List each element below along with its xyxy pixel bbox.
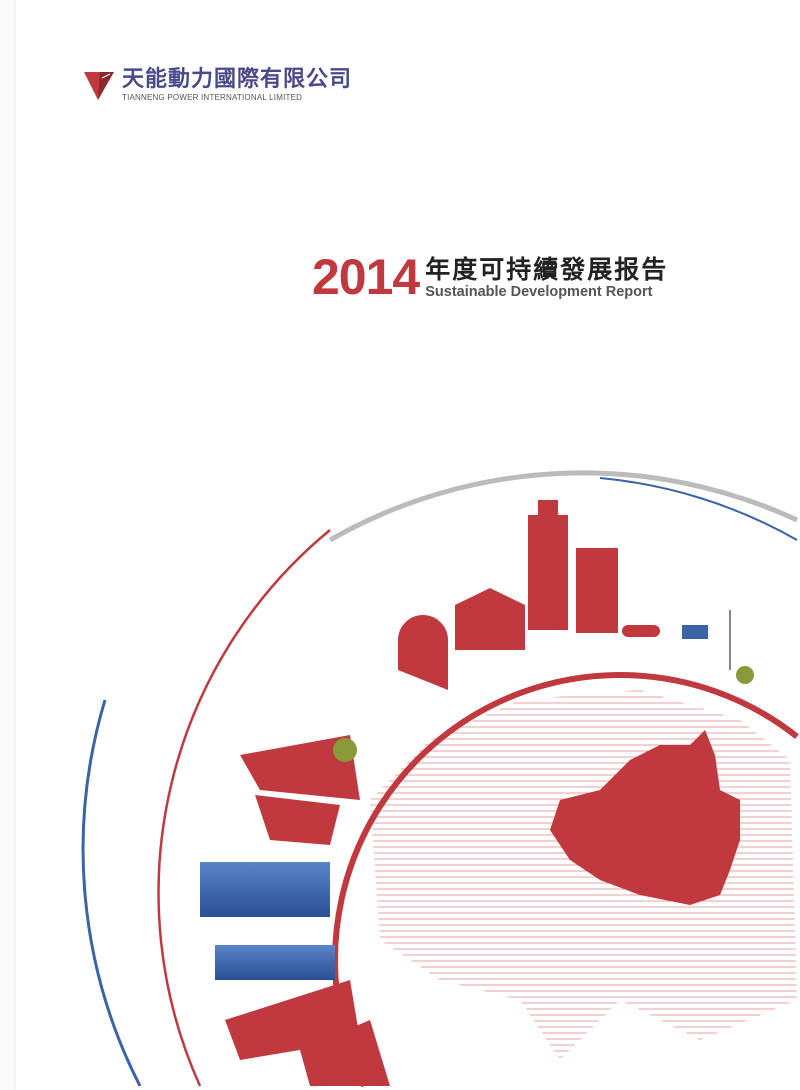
globe-rim: [332, 672, 799, 1088]
city-left-buildings: [200, 735, 390, 1086]
company-logo: 天能動力國際有限公司 TIANNENG POWER INTERNATIONAL …: [84, 68, 352, 102]
report-title: 2014 年度可持續發展报告 Sustainable Development R…: [312, 252, 668, 302]
logo-v-icon: [84, 72, 114, 100]
blue-outer-arc: [81, 699, 142, 1087]
company-name-en: TIANNENG POWER INTERNATIONAL LIMITED: [122, 93, 303, 102]
book-spine: [0, 0, 16, 1090]
report-title-en: Sustainable Development Report: [425, 284, 653, 300]
grey-arc: [328, 470, 799, 543]
city-red-buildings: [398, 500, 754, 690]
company-name-cn: 天能動力國際有限公司: [122, 67, 353, 92]
report-year: 2014: [312, 249, 420, 305]
red-outer-arc: [157, 529, 331, 1087]
blue-arc: [599, 477, 798, 541]
china-map: [550, 730, 740, 905]
report-title-cn: 年度可持續發展报告: [425, 255, 669, 284]
